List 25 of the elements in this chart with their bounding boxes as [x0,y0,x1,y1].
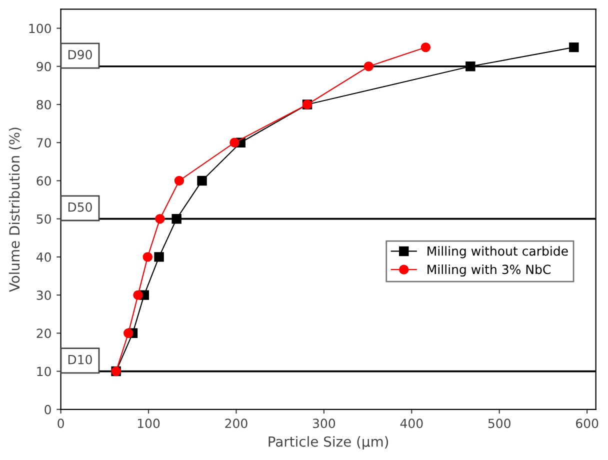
ref-line-label: D50 [68,202,92,212]
ref-line-label: D10 [68,354,92,364]
y-tick-label: 60 [36,176,51,186]
y-axis-title: Volume Distribution (%) [8,128,22,292]
legend-label: Milling with 3% NbC [428,264,551,277]
x-tick-label: 600 [576,418,598,428]
x-axis-title: Particle Size (μm) [268,436,388,450]
y-tick-label: 40 [36,252,51,262]
legend-label: Milling without carbide [428,246,568,258]
y-tick-label: 0 [44,404,51,414]
y-tick-label: 90 [36,62,51,72]
y-tick-label: 10 [37,366,51,376]
x-tick-label: 500 [488,418,510,428]
y-tick-label: 50 [36,214,51,224]
y-tick-label: 30 [36,290,51,300]
x-tick-label: 400 [400,418,423,428]
x-tick-label: 100 [138,418,160,428]
x-tick-label: 200 [225,418,248,428]
ref-line-label: D90 [68,50,92,60]
x-tick-label: 0 [58,418,64,428]
y-tick-label: 20 [36,328,51,338]
y-tick-label: 100 [29,24,51,34]
x-tick-label: 300 [312,418,336,428]
y-tick-label: 80 [36,100,51,110]
y-tick-label: 70 [36,138,51,148]
